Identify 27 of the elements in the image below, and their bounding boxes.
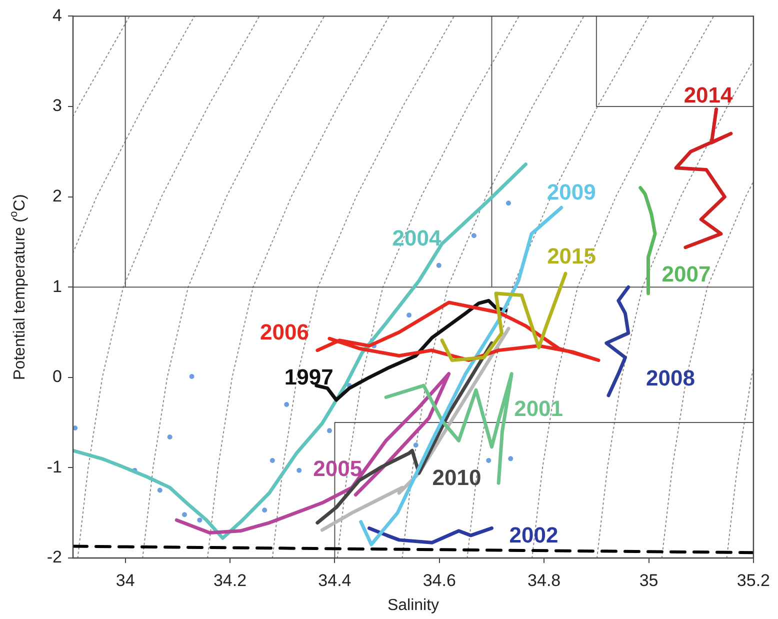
x-tick-label: 34.8 — [528, 570, 561, 590]
x-tick-label: 34.4 — [318, 570, 352, 590]
y-tick-label: 2 — [52, 186, 62, 206]
series-label: 2002 — [509, 522, 558, 548]
y-tick-label: 4 — [52, 6, 62, 25]
series-label: 2001 — [514, 396, 564, 422]
series-label: 2007 — [662, 261, 711, 286]
series-label: 2015 — [547, 244, 596, 269]
series-label: 2004 — [392, 225, 442, 250]
x-axis-title: Salinity — [387, 596, 440, 614]
series-label: 2014 — [684, 82, 734, 108]
x-tick-label: 34 — [116, 570, 135, 590]
y-axis-title: Potential temperature (oC) — [8, 194, 28, 380]
series-label: 2009 — [546, 180, 596, 205]
series-label: 2006 — [260, 320, 309, 345]
y-tick-label: 1 — [52, 276, 62, 296]
y-tick-label: -1 — [46, 457, 62, 476]
y-tick-label: -2 — [46, 548, 62, 567]
y-tick-label: 3 — [52, 96, 62, 116]
series-label: 2010 — [432, 465, 482, 490]
x-tick-label: 34.2 — [213, 570, 247, 590]
series-label: 2008 — [646, 366, 695, 391]
x-tick-label: 35 — [639, 570, 658, 590]
y-tick-label: 0 — [52, 367, 62, 386]
series-label: 1997 — [284, 364, 334, 390]
x-tick-label: 35.2 — [736, 570, 770, 590]
x-tick-label: 34.6 — [422, 570, 456, 590]
